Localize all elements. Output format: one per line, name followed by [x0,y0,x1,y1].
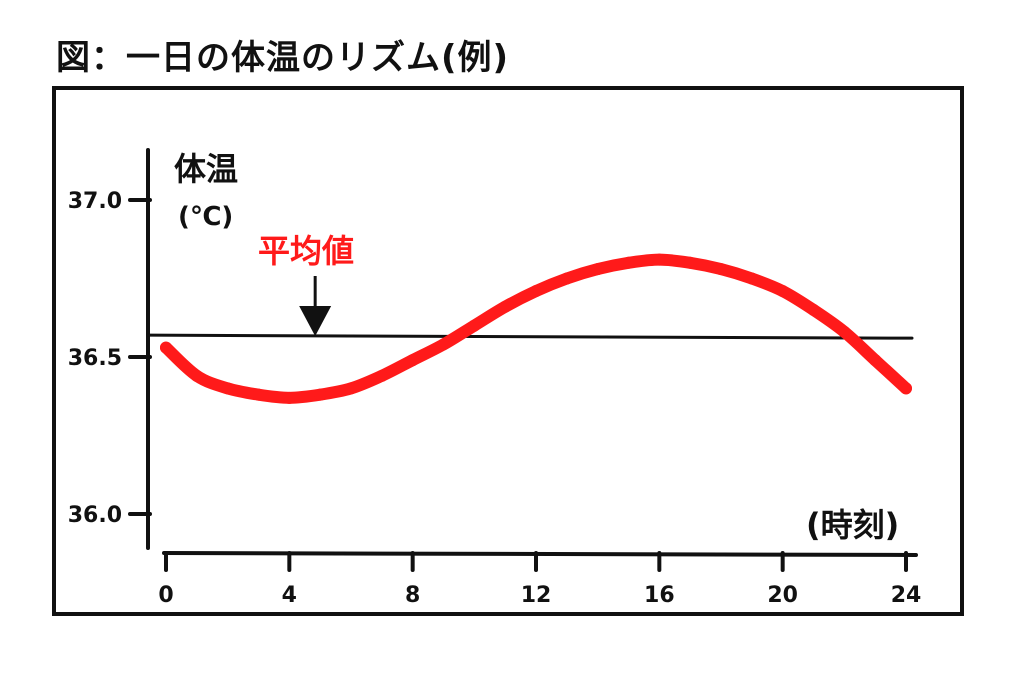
data-point [437,338,450,351]
data-point [715,263,727,276]
series-points [160,253,912,404]
y-tick-label: 36.0 [68,503,122,528]
data-point [745,272,758,285]
data-point [252,388,265,401]
data-point [406,354,419,367]
data-point [653,253,666,266]
mean-label: 平均値 [258,232,354,270]
data-point [530,285,542,298]
data-point [221,382,234,395]
data-point [283,391,296,404]
x-tick-label: 0 [158,583,173,608]
x-tick-label: 16 [644,583,675,608]
data-point [160,341,172,354]
x-axis-line [162,551,918,557]
data-point [375,369,388,382]
data-point [622,256,635,269]
data-point [838,325,851,338]
x-ticks: 0 4 8 12 16 20 24 [158,551,922,608]
data-point [190,369,203,382]
data-point [869,354,882,367]
data-point [560,272,573,285]
x-axis-title: (時刻) [806,506,899,544]
data-point [345,382,357,395]
y-ticks: 36.0 36.5 37.0 [68,189,152,528]
x-tick-label: 4 [282,583,297,608]
data-point [776,285,789,298]
data-point [468,319,481,332]
data-point [314,388,327,401]
y-tick-label: 37.0 [68,189,122,214]
data-point [591,263,604,276]
x-tick-label: 12 [521,583,552,608]
chart-frame [52,86,964,616]
figure-title: 図：一日の体温のリズム(例) [56,38,510,78]
body-temperature-line [160,253,912,404]
mean-arrow [299,276,332,337]
data-point [900,382,912,395]
x-tick-label: 24 [891,583,922,608]
x-tick-label: 8 [405,583,420,608]
y-axis-title: 体温 [174,150,238,188]
data-point [684,256,697,269]
data-point [499,300,512,313]
data-point [807,303,820,316]
x-tick-label: 20 [767,583,798,608]
mean-arrow-head [299,306,332,337]
mean-line [146,333,914,340]
y-axis-unit: (℃) [178,202,233,232]
y-tick-label: 36.5 [68,346,122,371]
